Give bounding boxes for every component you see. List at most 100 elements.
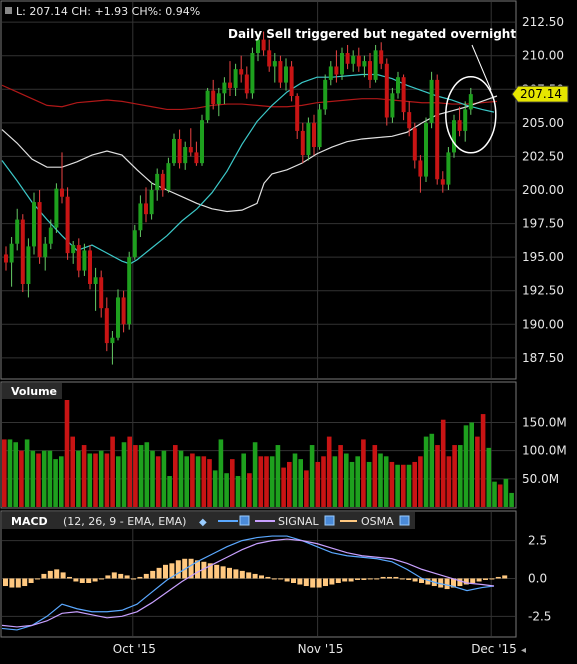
candle-body	[401, 77, 406, 113]
osma-bar	[118, 573, 124, 579]
osma-legend-checkbox[interactable]	[399, 515, 410, 526]
candle-body	[37, 202, 42, 258]
x-tick-label: Nov '15	[298, 642, 344, 656]
volume-bar	[326, 436, 332, 507]
candle-body	[211, 90, 216, 105]
volume-bar	[435, 445, 440, 507]
volume-bar	[344, 453, 349, 507]
price-tick-label: 212.50	[522, 15, 564, 29]
candle-body	[272, 61, 277, 67]
osma-bar	[15, 578, 21, 588]
annotation-arrow	[471, 44, 492, 91]
signal-legend-checkbox[interactable]	[324, 515, 335, 526]
candle-body	[300, 130, 305, 156]
candle-body	[138, 203, 143, 231]
candle-body	[71, 245, 76, 254]
candle-body	[379, 50, 384, 64]
header-icon[interactable]	[5, 7, 12, 14]
osma-bar	[316, 578, 322, 588]
candle-body	[228, 82, 232, 88]
gear-icon[interactable]: ◆	[199, 517, 207, 528]
macd-tick-label: -2.5	[528, 609, 551, 623]
candle-body	[295, 96, 300, 131]
sma-short-line	[1, 73, 495, 265]
osma-legend-label: OSMA	[361, 515, 394, 528]
candle-body	[261, 39, 266, 51]
candle-body	[155, 173, 160, 190]
osma-bar	[105, 575, 111, 579]
volume-bar	[406, 464, 412, 507]
last-price-badge: 207.14	[511, 85, 569, 103]
candle-body	[440, 179, 445, 185]
osma-bar	[310, 578, 316, 588]
candle-body	[239, 69, 244, 75]
candle-body	[26, 246, 31, 284]
osma-bar	[323, 578, 328, 587]
volume-bar	[64, 400, 70, 507]
volume-bar	[218, 439, 224, 507]
volume-bar	[150, 450, 155, 507]
candle-body	[362, 61, 367, 67]
candle-body	[32, 202, 36, 247]
price-tick-label: 200.00	[522, 183, 564, 197]
candle-body	[463, 109, 468, 131]
osma-bar	[220, 566, 226, 579]
osma-bar	[271, 578, 277, 580]
osma-bar	[137, 576, 143, 579]
volume-bar	[497, 484, 503, 507]
volume-bar	[201, 456, 207, 507]
candle-body	[407, 112, 412, 129]
volume-bar	[298, 459, 303, 507]
volume-bar	[195, 456, 201, 507]
candle-body	[216, 93, 221, 105]
candle-body	[144, 203, 148, 215]
candle-body	[424, 122, 428, 177]
price-tick-label: 187.50	[522, 351, 564, 365]
osma-bar	[399, 578, 405, 580]
signal-line	[1, 538, 495, 628]
price-panel-frame	[0, 0, 517, 380]
macd-legend-checkbox[interactable]	[239, 515, 250, 526]
volume-bar	[452, 445, 457, 507]
volume-bar	[184, 456, 189, 507]
candle-body	[116, 297, 120, 338]
volume-bar	[133, 445, 138, 507]
price-tick-label: 197.50	[522, 217, 564, 231]
volume-bar	[509, 492, 514, 507]
volume-bar	[309, 445, 315, 507]
candle-body	[20, 219, 25, 284]
macd-axis: 2.5 0.0 -2.5	[528, 534, 551, 624]
osma-bar	[374, 578, 380, 580]
signal-legend-label: SIGNAL	[278, 515, 320, 528]
candle-body	[233, 69, 238, 88]
svg-text:207.14: 207.14	[520, 87, 562, 101]
osma-bar	[438, 578, 444, 588]
volume-bar	[395, 464, 400, 507]
volume-bar	[361, 439, 366, 507]
volume-bar	[110, 436, 115, 507]
osma-bar	[361, 578, 367, 580]
osma-bar	[419, 578, 424, 583]
volume-bar	[372, 445, 378, 507]
volume-bar	[446, 456, 452, 507]
osma-bar	[425, 578, 431, 585]
osma-bar	[342, 578, 348, 582]
candle-body	[356, 55, 361, 67]
volume-bar	[87, 453, 93, 507]
osma-bar	[278, 578, 284, 580]
macd-panel-frame	[0, 510, 517, 638]
scroll-right-icon[interactable]: ◂	[521, 645, 526, 656]
moving-averages	[1, 73, 498, 265]
candle-body	[452, 120, 456, 153]
osma-bar	[265, 576, 271, 579]
volume-bar	[41, 450, 47, 507]
osma-bar	[380, 576, 386, 579]
volume-bar	[258, 456, 264, 507]
osma-bar	[495, 576, 501, 579]
osma-bar	[99, 578, 104, 580]
candle-body	[323, 79, 328, 110]
osma-bar	[111, 572, 117, 579]
price-axis: 212.50210.00207.50205.00202.50200.00197.…	[522, 15, 564, 365]
osma-bar	[412, 578, 418, 582]
